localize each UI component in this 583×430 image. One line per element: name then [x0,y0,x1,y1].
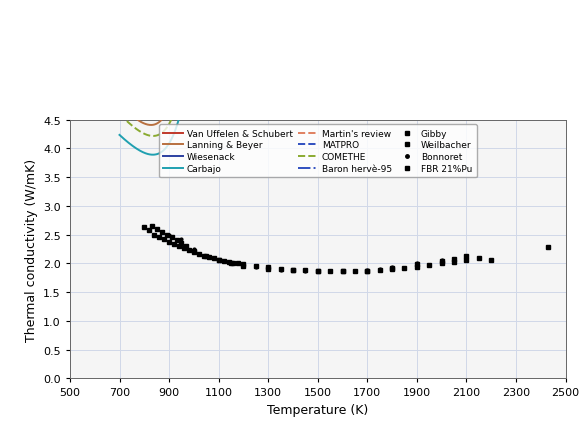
Legend: Van Uffelen & Schubert, Lanning & Beyer, Wiesenack, Carbajo, Martin's review, MA: Van Uffelen & Schubert, Lanning & Beyer,… [159,125,477,178]
X-axis label: Temperature (K): Temperature (K) [267,403,368,416]
Y-axis label: Thermal conductivity (W/mK): Thermal conductivity (W/mK) [24,158,38,341]
